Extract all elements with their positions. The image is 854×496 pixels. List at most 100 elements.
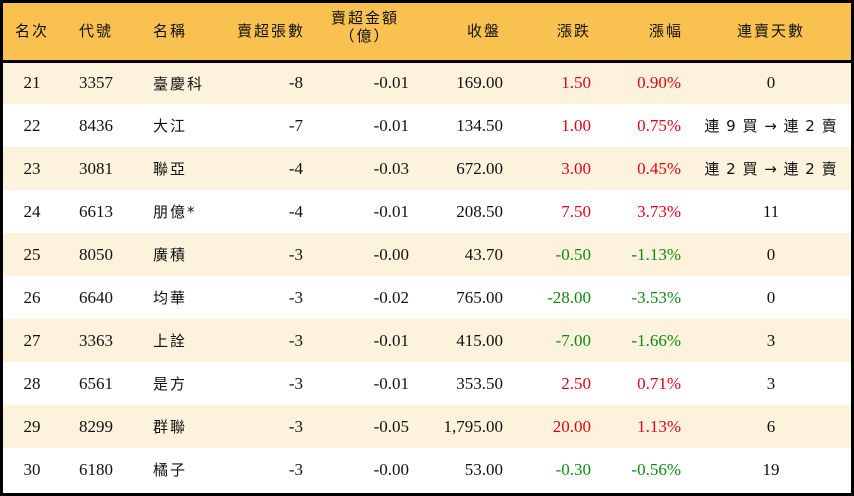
cell-net-sell-amount: -0.02 [373, 287, 409, 307]
cell-close: 43.70 [464, 244, 503, 264]
table-row: 27 3363 上詮 -3 -0.01 415.00 -7.00 -1.66% … [3, 319, 851, 362]
cell-code: 8050 [79, 244, 113, 264]
header-rank: 名次 [3, 3, 61, 63]
cell-name: 橘子 [153, 461, 188, 479]
cell-close: 765.00 [456, 287, 503, 307]
cell-rank: 27 [23, 330, 41, 350]
table-row: 25 8050 廣積 -3 -0.00 43.70 -0.50 -1.13% 0 [3, 233, 851, 276]
cell-streak-days: 連 2 買 → 連 2 賣 [704, 160, 838, 178]
table-row: 24 6613 朋億* -4 -0.01 208.50 7.50 3.73% 1… [3, 190, 851, 233]
cell-close: 134.50 [456, 115, 503, 135]
table-row: 30 6180 橘子 -3 -0.00 53.00 -0.30 -0.56% 1… [3, 448, 851, 491]
cell-name: 均華 [153, 289, 188, 307]
cell-net-sell-lots: -4 [288, 158, 303, 178]
cell-code: 3357 [79, 73, 113, 93]
cell-change-pct: 0.75% [637, 115, 681, 135]
cell-streak-days: 連 9 買 → 連 2 賣 [704, 117, 838, 135]
cell-net-sell-lots: -3 [288, 373, 303, 393]
cell-name: 群聯 [153, 418, 188, 436]
table-body: 21 3357 臺慶科 -8 -0.01 169.00 1.50 0.90% 0… [3, 61, 851, 491]
cell-net-sell-lots: -3 [288, 287, 303, 307]
cell-rank: 28 [23, 373, 41, 393]
table-row: 21 3357 臺慶科 -8 -0.01 169.00 1.50 0.90% 0 [3, 61, 851, 104]
cell-change: -0.50 [555, 244, 591, 264]
cell-change: 3.00 [561, 158, 591, 178]
header-streak-days: 連賣天數 [691, 3, 851, 63]
cell-code: 6640 [79, 287, 113, 307]
cell-net-sell-amount: -0.00 [373, 244, 409, 264]
cell-change: 2.50 [561, 373, 591, 393]
cell-streak-days: 0 [766, 73, 776, 93]
cell-net-sell-amount: -0.01 [373, 373, 409, 393]
header-change-pct: 漲幅 [599, 3, 691, 63]
cell-change: -28.00 [547, 287, 591, 307]
cell-change-pct: -1.66% [631, 330, 681, 350]
cell-name: 廣積 [153, 246, 188, 264]
cell-close: 415.00 [456, 330, 503, 350]
cell-change-pct: 0.71% [637, 373, 681, 393]
cell-close: 208.50 [456, 201, 503, 221]
cell-net-sell-lots: -3 [288, 459, 303, 479]
table-row: 28 6561 是方 -3 -0.01 353.50 2.50 0.71% 3 [3, 362, 851, 405]
cell-net-sell-amount: -0.01 [373, 201, 409, 221]
cell-close: 1,795.00 [443, 416, 504, 436]
cell-change-pct: 1.13% [637, 416, 681, 436]
cell-streak-days: 0 [766, 244, 776, 264]
cell-rank: 29 [23, 416, 41, 436]
cell-net-sell-amount: -0.01 [373, 330, 409, 350]
cell-net-sell-amount: -0.03 [373, 158, 409, 178]
cell-name: 聯亞 [153, 160, 188, 178]
cell-rank: 25 [23, 244, 41, 264]
cell-net-sell-lots: -3 [288, 244, 303, 264]
cell-close: 53.00 [464, 459, 503, 479]
cell-rank: 30 [23, 459, 41, 479]
cell-change-pct: -3.53% [631, 287, 681, 307]
cell-code: 6180 [79, 459, 113, 479]
cell-change: -0.30 [555, 459, 591, 479]
cell-change: 20.00 [552, 416, 591, 436]
cell-rank: 26 [23, 287, 41, 307]
cell-name: 上詮 [153, 332, 188, 350]
cell-code: 8299 [79, 416, 113, 436]
table-row: 23 3081 聯亞 -4 -0.03 672.00 3.00 0.45% 連 … [3, 147, 851, 190]
header-net-sell-amount-line2: （億） [339, 27, 391, 46]
cell-rank: 21 [23, 73, 41, 93]
cell-change: 1.50 [561, 73, 591, 93]
cell-net-sell-amount: -0.00 [373, 459, 409, 479]
cell-streak-days: 3 [766, 330, 776, 350]
cell-name: 臺慶科 [153, 74, 205, 93]
cell-change-pct: -0.56% [631, 459, 681, 479]
cell-net-sell-amount: -0.01 [373, 73, 409, 93]
cell-streak-days: 6 [766, 416, 776, 436]
cell-close: 353.50 [456, 373, 503, 393]
cell-name: 是方 [153, 375, 188, 393]
cell-code: 6613 [79, 201, 113, 221]
cell-code: 6561 [79, 373, 113, 393]
cell-close: 672.00 [456, 158, 503, 178]
cell-change: 1.00 [561, 115, 591, 135]
cell-rank: 24 [23, 201, 41, 221]
table-row: 26 6640 均華 -3 -0.02 765.00 -28.00 -3.53%… [3, 276, 851, 319]
cell-code: 3363 [79, 330, 113, 350]
cell-close: 169.00 [456, 73, 503, 93]
cell-net-sell-amount: -0.05 [373, 416, 409, 436]
cell-streak-days: 0 [766, 287, 776, 307]
net-sell-ranking-table: 名次 代號 名稱 賣超張數 賣超金額 （億） 收盤 漲跌 漲幅 連賣天數 21 … [3, 3, 851, 491]
cell-rank: 23 [23, 158, 41, 178]
cell-name: 朋億* [153, 203, 197, 221]
cell-code: 8436 [79, 115, 113, 135]
cell-name: 大江 [153, 117, 188, 135]
table-row: 29 8299 群聯 -3 -0.05 1,795.00 20.00 1.13%… [3, 405, 851, 448]
header-close: 收盤 [417, 3, 509, 63]
cell-rank: 22 [23, 115, 41, 135]
table-row: 22 8436 大江 -7 -0.01 134.50 1.00 0.75% 連 … [3, 104, 851, 147]
cell-net-sell-lots: -3 [288, 416, 303, 436]
cell-code: 3081 [79, 158, 113, 178]
cell-change-pct: 0.90% [637, 73, 681, 93]
header-net-sell-lots: 賣超張數 [221, 3, 313, 63]
table-header: 名次 代號 名稱 賣超張數 賣超金額 （億） 收盤 漲跌 漲幅 連賣天數 [3, 3, 851, 63]
cell-change-pct: 3.73% [637, 201, 681, 221]
header-code: 代號 [61, 3, 131, 63]
cell-net-sell-lots: -7 [288, 115, 303, 135]
